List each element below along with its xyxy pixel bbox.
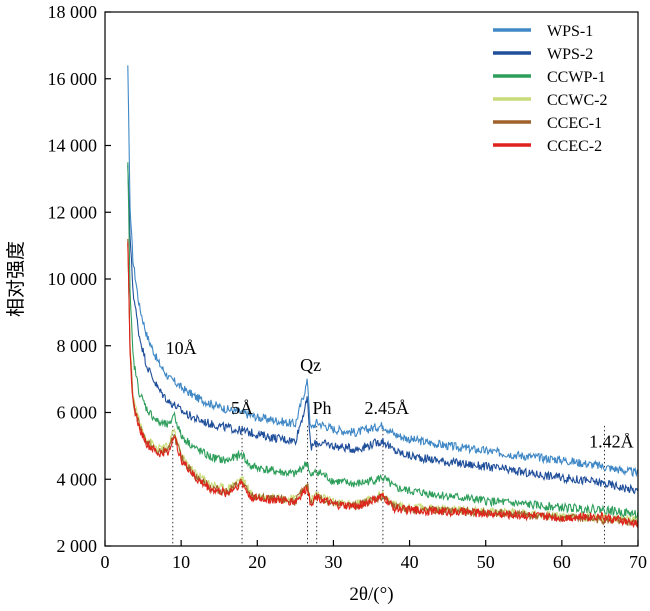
- y-tick-label: 18 000: [48, 2, 98, 22]
- peak-annotations: 10Å 5Å Qz Ph 2.45Å 1.42Å: [166, 338, 634, 451]
- y-tick-label: 2 000: [57, 536, 98, 556]
- y-axis-title: 相对强度: [5, 241, 27, 317]
- y-tick-label: 12 000: [48, 202, 98, 222]
- y-tick-label: 14 000: [48, 136, 98, 156]
- peak-annotation: 2.45Å: [364, 398, 409, 418]
- x-tick-label: 10: [172, 552, 190, 572]
- x-tick-label: 0: [101, 552, 110, 572]
- peak-annotation: Ph: [312, 398, 331, 418]
- legend-label: WPS-1: [547, 23, 593, 40]
- series-line-ccec-1: [127, 238, 639, 527]
- x-axis: 0 10 20 30 40 50 60 70: [101, 540, 647, 572]
- series-line-wps-2: [127, 165, 639, 495]
- y-tick-label: 10 000: [48, 269, 98, 289]
- peak-annotation: 1.42Å: [589, 432, 634, 452]
- x-axis-title: 2θ/(°): [349, 584, 393, 605]
- legend-label: CCWP-1: [547, 69, 606, 86]
- x-tick-label: 30: [324, 552, 342, 572]
- legend-label: CCEC-2: [547, 138, 602, 155]
- y-tick-label: 16 000: [48, 69, 98, 89]
- x-tick-label: 20: [248, 552, 266, 572]
- y-tick-label: 8 000: [57, 336, 98, 356]
- x-tick-label: 50: [477, 552, 495, 572]
- series-line-wps-1: [127, 65, 639, 478]
- series-line-ccec-2: [127, 242, 639, 529]
- series-line-ccwc-2: [127, 245, 639, 524]
- series-lines: [127, 65, 639, 529]
- peak-annotation: 5Å: [231, 398, 253, 418]
- legend: WPS-1 WPS-2 CCWP-1 CCWC-2 CCEC-1 CCEC-2: [493, 23, 607, 155]
- x-tick-label: 70: [629, 552, 647, 572]
- peak-annotation: Qz: [300, 355, 321, 375]
- y-tick-label: 6 000: [57, 403, 98, 423]
- legend-label: CCWC-2: [547, 92, 607, 109]
- x-tick-label: 60: [553, 552, 571, 572]
- legend-label: WPS-2: [547, 46, 593, 63]
- x-tick-label: 40: [401, 552, 419, 572]
- legend-label: CCEC-1: [547, 115, 602, 132]
- y-tick-label: 4 000: [57, 469, 98, 489]
- peak-annotation: 10Å: [166, 338, 197, 358]
- y-axis: 2 000 4 000 6 000 8 000 10 000 12 000 14 000 16…: [48, 2, 111, 556]
- series-line-ccwp-1: [127, 162, 639, 520]
